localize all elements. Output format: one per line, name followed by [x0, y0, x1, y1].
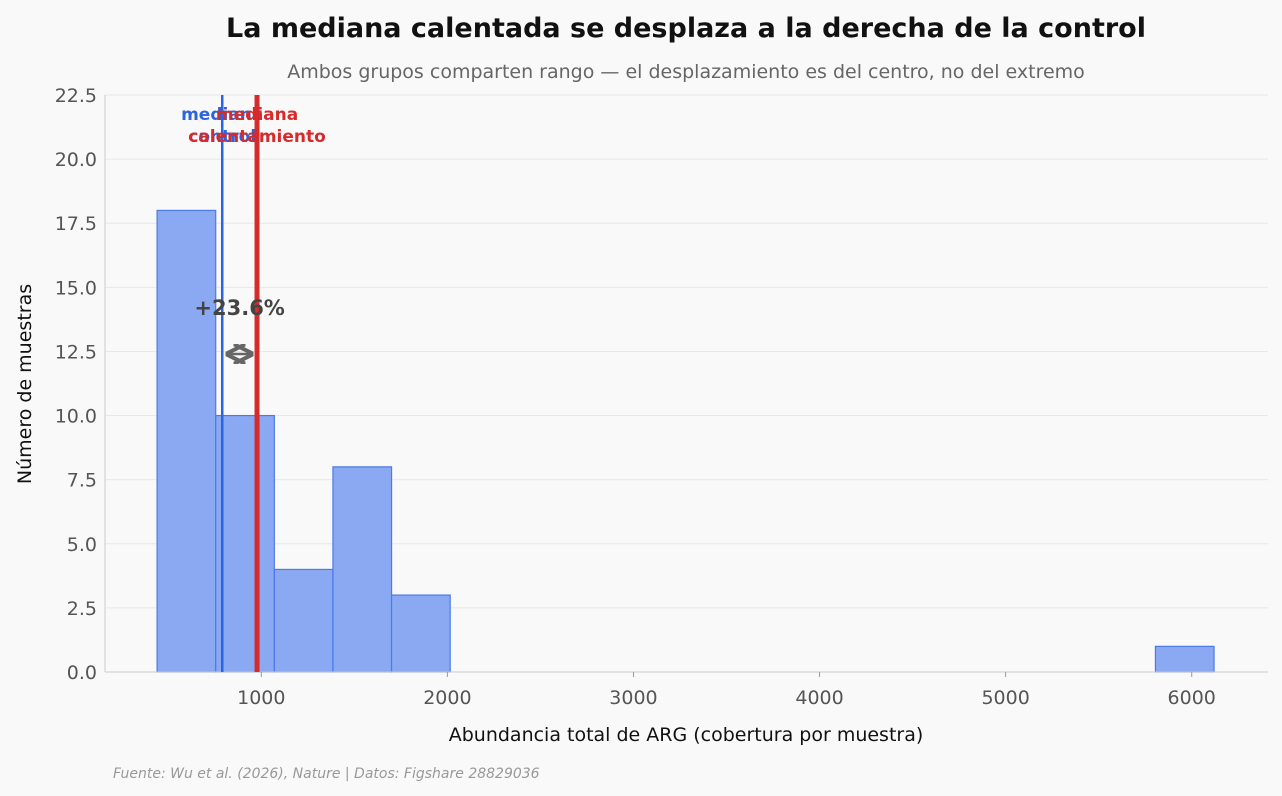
histogram-bar [156, 209, 217, 673]
y-tick-label: 20.0 [55, 149, 97, 171]
histogram-bar [390, 594, 451, 673]
median-label-line: mediana [181, 105, 263, 125]
source-note: Fuente: Wu et al. (2026), Nature | Datos… [113, 766, 540, 782]
histogram-bar [273, 568, 334, 673]
median-label-line: control [188, 127, 256, 147]
x-tick-label: 5000 [981, 687, 1029, 709]
median-heated-label: mediana calentamiento [188, 105, 326, 147]
x-tick-label: 3000 [609, 687, 657, 709]
y-tick-label: 5.0 [67, 534, 97, 556]
y-tick-label: 0.0 [67, 662, 97, 684]
x-tick-label: 1000 [237, 687, 285, 709]
y-axis-label: Número de muestras [14, 284, 36, 484]
x-tick-label: 6000 [1168, 687, 1216, 709]
y-tick-label: 22.5 [55, 85, 97, 107]
median-label-line: mediana [216, 105, 298, 125]
histogram-bar [215, 414, 275, 673]
chart-subtitle: Ambos grupos comparten rango — el despla… [287, 61, 1085, 83]
chart-title: La mediana calentada se desplaza a la de… [226, 13, 1146, 44]
y-tick-label: 7.5 [67, 470, 97, 492]
axes: 0.0 2.5 5.0 7.5 10.0 12.5 15.0 17.5 20.0 22.5 1000… [55, 85, 1268, 709]
annotation: +23.6% [194, 296, 285, 354]
x-axis-label: Abundancia total de ARG (cobertura por m… [449, 724, 924, 746]
y-tick-label: 15.0 [55, 277, 97, 299]
histogram-bar [1154, 645, 1215, 673]
bars [156, 209, 1215, 673]
y-tick-label: 10.0 [55, 406, 97, 428]
shift-percentage: +23.6% [194, 296, 284, 320]
median-control-label: mediana control [181, 105, 263, 147]
histogram-bar [332, 466, 393, 673]
x-tick-label: 2000 [423, 687, 471, 709]
y-tick-label: 2.5 [67, 598, 97, 620]
median-label-line: calentamiento [188, 127, 326, 147]
x-tick-label: 4000 [795, 687, 843, 709]
y-tick-label: 12.5 [55, 341, 97, 363]
y-tick-label: 17.5 [55, 213, 97, 235]
